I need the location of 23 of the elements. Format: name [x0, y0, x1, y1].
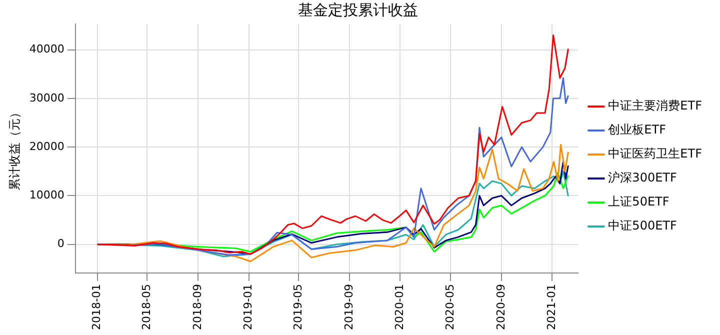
x-tick-label: 2019-09 [342, 284, 356, 330]
y-tick-label: 20000 [29, 140, 64, 153]
x-tick-label: 2020-05 [443, 284, 456, 330]
legend-label: 中证医药卫生ETF [608, 146, 702, 161]
x-tick-label: 2021-01 [544, 284, 558, 330]
legend-label: 中证主要消费ETF [608, 98, 702, 113]
y-tick-label: 10000 [29, 188, 64, 202]
x-tick-label: 2020-09 [494, 284, 508, 330]
x-tick-label: 2019-01 [242, 284, 255, 330]
chart-title: 基金定投累计收益 [298, 0, 418, 19]
y-tick-label: 30000 [29, 91, 64, 104]
x-tick-label: 2020-01 [393, 284, 406, 330]
x-tick-label: 2018-05 [140, 284, 154, 330]
y-tick-label: 0 [57, 237, 64, 250]
legend-label: 中证500ETF [608, 218, 677, 233]
y-tick-label: 40000 [29, 42, 64, 56]
x-tick-label: 2018-09 [191, 284, 204, 330]
y-axis-title: 累计收益（元） [7, 106, 22, 191]
x-tick-label: 2019-05 [291, 284, 304, 330]
legend-label: 创业板ETF [608, 122, 666, 137]
legend-label: 上证50ETF [608, 194, 670, 209]
x-tick-label: 2018-01 [90, 284, 104, 330]
legend-label: 沪深300ETF [608, 170, 677, 185]
